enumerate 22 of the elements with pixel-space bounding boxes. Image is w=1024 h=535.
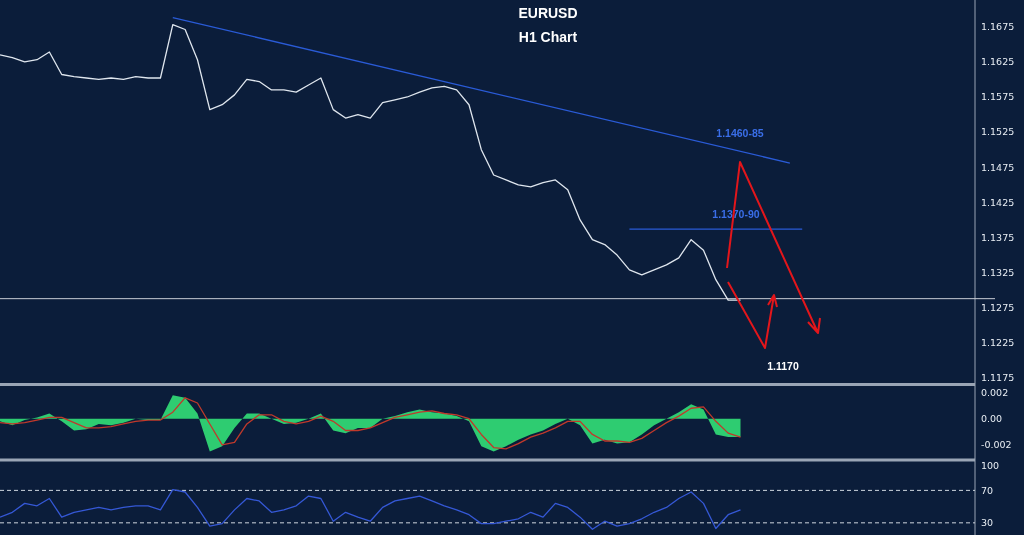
y-tick-label: 1.1375 [981,231,1015,243]
y-tick-label: -0.002 [981,439,1012,451]
y-tick-label: 1.1625 [981,56,1015,68]
y-tick-label: 1.1525 [981,126,1015,138]
y-tick-label: 1.1175 [981,372,1015,384]
annotation: 1.1170 [767,360,799,372]
y-tick-label: 30 [981,517,994,529]
annotation: 1.1460-85 [716,127,764,139]
y-tick-label: 0.00 [981,413,1003,425]
y-tick-label: 1.1575 [981,91,1015,103]
y-tick-label: 70 [981,484,994,496]
y-tick-label: 1.1275 [981,302,1015,314]
y-tick-label: 1.1325 [981,266,1015,278]
line-series [0,488,742,530]
y-tick-label: 100 [981,460,1000,472]
y-tick-label: 1.1475 [981,161,1015,173]
y-tick-label: 0.002 [981,386,1009,398]
y-tick-label: 1.1425 [981,196,1015,208]
y-tick-label: 1.1675 [981,21,1015,33]
y-tick-label: 1.1225 [981,337,1015,349]
chart-title: EURUSD [518,5,578,21]
text: H1 Chart [518,29,578,45]
